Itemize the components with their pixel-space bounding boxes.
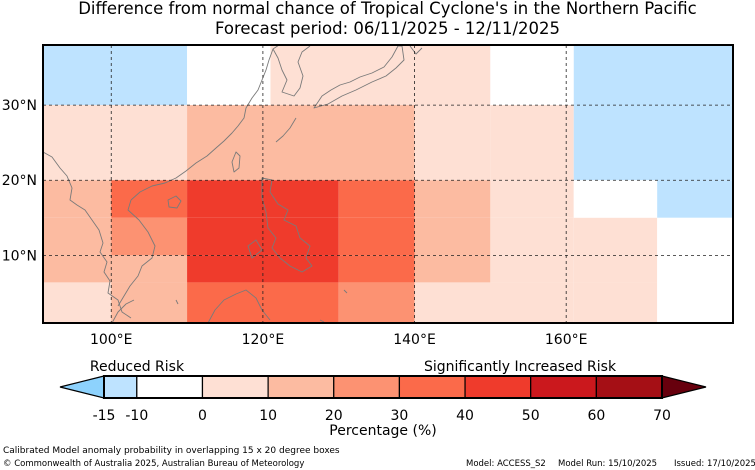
colorbar-tick-label: 60 bbox=[587, 408, 605, 424]
probability-cell bbox=[43, 105, 112, 181]
probability-cell bbox=[573, 45, 733, 106]
increased-risk-label: Significantly Increased Risk bbox=[424, 359, 617, 375]
probability-cell bbox=[111, 282, 188, 323]
longitude-tick-label: 100°E bbox=[90, 332, 133, 348]
coastline-korea bbox=[272, 45, 311, 97]
probability-cell bbox=[43, 180, 112, 218]
probability-cell bbox=[414, 282, 574, 323]
probability-cell bbox=[338, 180, 415, 218]
colorbar-bin bbox=[464, 375, 532, 399]
colorbar-tick-label: -10 bbox=[125, 408, 148, 424]
colorbar-bin bbox=[267, 375, 335, 399]
issued-date: Issued: 17/10/2025 bbox=[674, 459, 755, 469]
probability-cell bbox=[414, 255, 491, 283]
probability-cell bbox=[657, 255, 733, 283]
colorbar-bin bbox=[530, 375, 597, 399]
longitude-labels: 100°E 120°E 140°E 160°E bbox=[90, 332, 588, 348]
colorbar-tick-label: -15 bbox=[93, 408, 116, 424]
colorbar-tick-label: 30 bbox=[390, 408, 408, 424]
coastline-hainan bbox=[167, 195, 182, 209]
latitude-tick-label: 20°N bbox=[2, 173, 37, 189]
colorbar-bin bbox=[398, 375, 466, 399]
model-run-date: Model Run: 15/10/2025 bbox=[558, 459, 658, 469]
probability-cell bbox=[270, 45, 491, 106]
probability-cell bbox=[111, 217, 188, 256]
probability-cell bbox=[490, 255, 574, 283]
colorbar-bin bbox=[201, 375, 269, 399]
forecast-period-subtitle: Forecast period: 06/11/2025 - 12/11/2025 bbox=[214, 19, 561, 38]
coastline-islands bbox=[175, 289, 348, 323]
probability-cell bbox=[43, 217, 112, 256]
colorbar-tick-label: 20 bbox=[325, 408, 343, 424]
probability-cell bbox=[43, 282, 112, 323]
probability-cell bbox=[43, 45, 188, 106]
coastline-ryukyu bbox=[275, 117, 297, 143]
latitude-tick-label: 30°N bbox=[2, 98, 37, 114]
graticule bbox=[43, 45, 733, 323]
reduced-risk-label: Reduced Risk bbox=[90, 359, 185, 375]
colorbar-axis-label: Percentage (%) bbox=[329, 423, 436, 439]
probability-cell bbox=[657, 180, 733, 218]
probability-cell bbox=[414, 180, 491, 218]
coastline-malay bbox=[111, 299, 135, 324]
probability-cell bbox=[573, 282, 658, 323]
probability-cell bbox=[657, 217, 733, 256]
colorbar bbox=[59, 375, 707, 399]
copyright-text: © Commonwealth of Australia 2025, Austra… bbox=[3, 459, 305, 469]
colorbar-outline bbox=[103, 375, 663, 399]
colorbar-bin bbox=[333, 375, 401, 399]
colorbar-bin bbox=[136, 375, 204, 399]
probability-cell bbox=[573, 180, 658, 218]
map-frame bbox=[42, 44, 734, 324]
coastline-philippines bbox=[247, 177, 313, 273]
probability-cell bbox=[187, 45, 271, 106]
probability-cell bbox=[187, 180, 339, 218]
probability-cell bbox=[111, 180, 188, 218]
coastline-borneo bbox=[207, 289, 271, 324]
colorbar-bin bbox=[103, 375, 138, 399]
probability-cells bbox=[43, 45, 733, 323]
colorbar-tick-label: 50 bbox=[522, 408, 540, 424]
caption-text: Calibrated Model anomaly probability in … bbox=[3, 446, 340, 456]
longitude-tick-label: 140°E bbox=[393, 332, 436, 348]
probability-cell bbox=[490, 105, 574, 181]
probability-cell bbox=[490, 217, 574, 256]
coastlines bbox=[42, 44, 423, 324]
probability-cell bbox=[657, 282, 733, 323]
chart-title: Difference from normal chance of Tropica… bbox=[78, 0, 697, 18]
probability-cell bbox=[573, 217, 658, 256]
probability-cell bbox=[490, 45, 574, 106]
latitude-labels: 10°N 20°N 30°N bbox=[2, 98, 37, 264]
probability-cell bbox=[490, 180, 574, 218]
probability-cell bbox=[111, 105, 188, 181]
probability-cell bbox=[187, 105, 415, 181]
probability-cell bbox=[573, 105, 733, 181]
coastline-china bbox=[42, 44, 280, 319]
colorbar-tick-label: 0 bbox=[198, 408, 207, 424]
longitude-tick-label: 160°E bbox=[545, 332, 588, 348]
probability-cell bbox=[338, 282, 415, 323]
coastline-taiwan bbox=[231, 151, 241, 173]
probability-cell bbox=[573, 255, 658, 283]
probability-cell bbox=[338, 217, 415, 256]
latitude-tick-label: 10°N bbox=[2, 248, 37, 264]
coastline-indochina bbox=[117, 199, 156, 307]
colorbar-over-arrow bbox=[661, 375, 707, 399]
model-name: Model: ACCESS_S2 bbox=[466, 459, 546, 469]
probability-cell bbox=[338, 255, 415, 283]
colorbar-under-arrow bbox=[59, 375, 105, 399]
probability-cell bbox=[414, 217, 491, 256]
colorbar-tick-label: 10 bbox=[259, 408, 277, 424]
probability-cell bbox=[414, 105, 491, 181]
colorbar-tick-label: 40 bbox=[456, 408, 474, 424]
colorbar-tick-label: 70 bbox=[653, 408, 671, 424]
colorbar-tick-labels: -15 -10 0 10 20 30 40 50 60 70 bbox=[93, 408, 671, 424]
colorbar-bin bbox=[595, 375, 663, 399]
probability-cell bbox=[43, 255, 188, 283]
longitude-tick-label: 120°E bbox=[242, 332, 285, 348]
